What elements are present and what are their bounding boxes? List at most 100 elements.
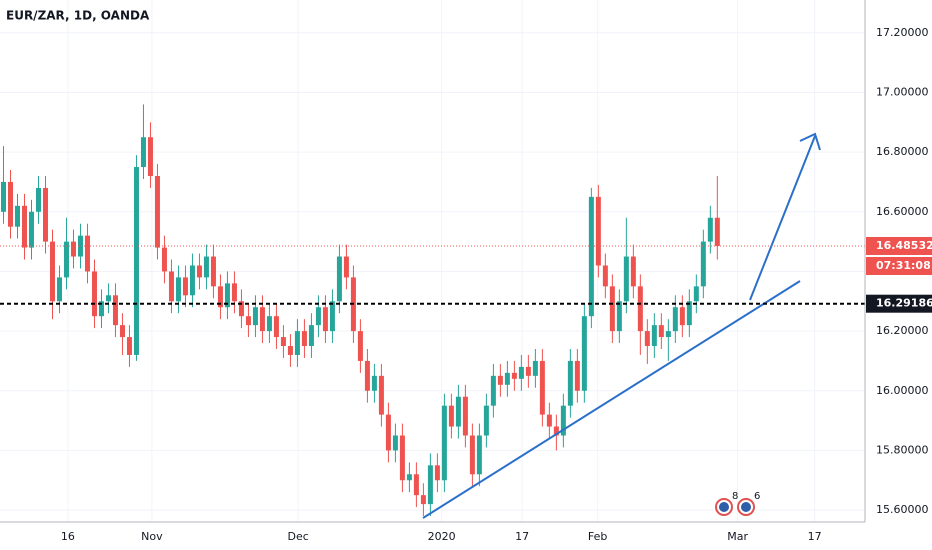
candle-body: [672, 307, 678, 332]
candle-body: [217, 286, 223, 308]
event-icon-inner: [741, 502, 751, 512]
y-tick-label: 16.20000: [876, 324, 929, 337]
candle-body: [371, 375, 377, 391]
x-tick-label: 16: [61, 530, 75, 543]
last-price-box: [866, 236, 932, 255]
candle-body: [238, 301, 244, 317]
x-tick-label: 2020: [428, 530, 456, 543]
arrow-head: [799, 132, 821, 151]
candle-body: [119, 325, 125, 338]
countdown-box: [866, 256, 932, 275]
candle-body: [14, 205, 20, 227]
candle-body: [644, 331, 650, 347]
candle-body: [245, 316, 251, 326]
arrow-line: [749, 135, 816, 301]
candle-body: [273, 316, 279, 338]
candle-body: [532, 360, 538, 376]
countdown-label: 07:31:08: [876, 259, 931, 272]
event-count: 6: [754, 491, 760, 502]
y-tick-label: 16.00000: [876, 384, 929, 397]
grid: [0, 0, 865, 522]
candle-body: [21, 205, 27, 248]
candle-body: [546, 414, 552, 427]
candle-body: [280, 337, 286, 347]
candle-body: [462, 396, 468, 436]
candle-body: [497, 375, 503, 385]
candle-body: [231, 283, 237, 302]
candle-body: [574, 360, 580, 391]
candle-body: [294, 331, 300, 355]
x-tick-label: Nov: [141, 530, 163, 543]
candle-body: [581, 316, 587, 391]
candle-body: [511, 372, 517, 379]
candle-body: [154, 175, 160, 248]
x-tick-label: 17: [515, 530, 529, 543]
y-tick-label: 16.80000: [876, 145, 929, 158]
candle-body: [420, 495, 426, 505]
candle-body: [343, 256, 349, 278]
candle-body: [560, 405, 566, 436]
x-tick-label: Mar: [727, 530, 748, 543]
candle-body: [441, 405, 447, 481]
candles: [0, 104, 720, 517]
x-tick-label: Feb: [588, 530, 607, 543]
candle-body: [266, 316, 272, 332]
candle-body: [84, 235, 90, 272]
candle-body: [63, 241, 69, 278]
x-tick-label: Dec: [287, 530, 308, 543]
candle-body: [182, 277, 188, 296]
candle-body: [133, 167, 139, 355]
candle-body: [651, 325, 657, 347]
candle-body: [658, 325, 664, 338]
candle-body: [203, 256, 209, 278]
candle-body: [259, 307, 265, 332]
candle-body: [224, 283, 230, 308]
candle-body: [112, 295, 118, 326]
candle-body: [525, 366, 531, 376]
trend-line: [422, 280, 801, 519]
candle-body: [455, 396, 461, 427]
chart-title: EUR/ZAR, 1D, OANDA: [6, 9, 150, 23]
candle-body: [476, 435, 482, 475]
candle-body: [42, 187, 48, 242]
candle-body: [399, 435, 405, 481]
candle-body: [161, 247, 167, 272]
candle-body: [609, 286, 615, 332]
candle-body: [98, 301, 104, 317]
level-box: [866, 294, 932, 313]
event-count: 8: [732, 491, 738, 502]
candle-body: [490, 375, 496, 406]
candle-body: [427, 465, 433, 505]
candle-body: [686, 301, 692, 326]
candle-body: [147, 137, 153, 176]
candle-body: [28, 211, 34, 248]
candle-body: [707, 217, 713, 242]
candle-body: [413, 474, 419, 496]
candle-body: [140, 137, 146, 168]
candle-body: [364, 360, 370, 391]
candle-body: [301, 331, 307, 347]
candle-body: [693, 286, 699, 302]
candle-body: [714, 217, 720, 246]
x-tick-label: 17: [808, 530, 822, 543]
candle-body: [623, 256, 629, 302]
candle-body: [602, 265, 608, 287]
candle-body: [385, 414, 391, 451]
candle-body: [91, 271, 97, 317]
y-tick-label: 16.60000: [876, 205, 929, 218]
candle-body: [553, 426, 559, 436]
y-tick-label: 15.60000: [876, 503, 929, 516]
candle-body: [329, 301, 335, 332]
candle-body: [210, 256, 216, 287]
candle-body: [35, 187, 41, 212]
candle-body: [637, 286, 643, 332]
y-tick-label: 17.00000: [876, 85, 929, 98]
candle-body: [126, 337, 132, 355]
y-tick-label: 15.80000: [876, 443, 929, 456]
candle-body: [252, 307, 258, 326]
candle-body: [189, 265, 195, 296]
